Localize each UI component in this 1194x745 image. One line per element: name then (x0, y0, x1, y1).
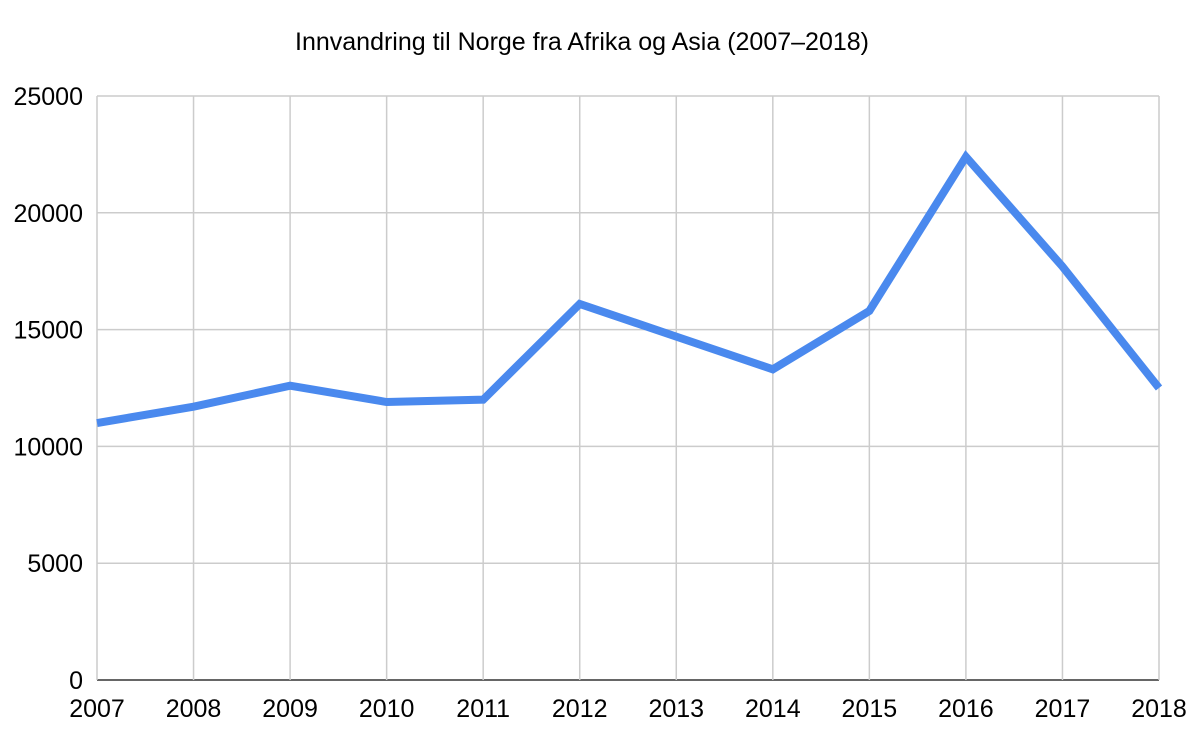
series-layer (97, 157, 1159, 424)
series-line (97, 157, 1159, 423)
chart-title: Innvandring til Norge fra Afrika og Asia… (295, 28, 869, 56)
gridlines (97, 96, 1159, 680)
x-tick-label: 2011 (456, 695, 510, 723)
x-tick-label: 2009 (262, 695, 318, 723)
y-tick-label: 5000 (27, 550, 83, 578)
x-tick-label: 2016 (938, 695, 994, 723)
x-tick-label: 2007 (69, 695, 125, 723)
x-tick-label: 2018 (1131, 695, 1187, 723)
x-tick-label: 2014 (745, 695, 801, 723)
y-axis-ticks: 0 5000 10000 15000 20000 25000 (13, 83, 83, 695)
y-tick-label: 15000 (13, 317, 83, 345)
x-axis-ticks: 2007 2008 2009 2010 2011 2012 2013 2014 2015 2016… (69, 695, 1187, 723)
x-tick-label: 2013 (648, 695, 704, 723)
x-tick-label: 2010 (359, 695, 415, 723)
y-tick-label: 0 (69, 667, 83, 695)
y-tick-label: 25000 (13, 83, 83, 111)
x-tick-label: 2012 (552, 695, 608, 723)
y-tick-label: 20000 (13, 200, 83, 228)
x-tick-label: 2015 (842, 695, 898, 723)
x-tick-label: 2008 (166, 695, 222, 723)
y-tick-label: 10000 (13, 433, 83, 461)
x-tick-label: 2017 (1035, 695, 1091, 723)
